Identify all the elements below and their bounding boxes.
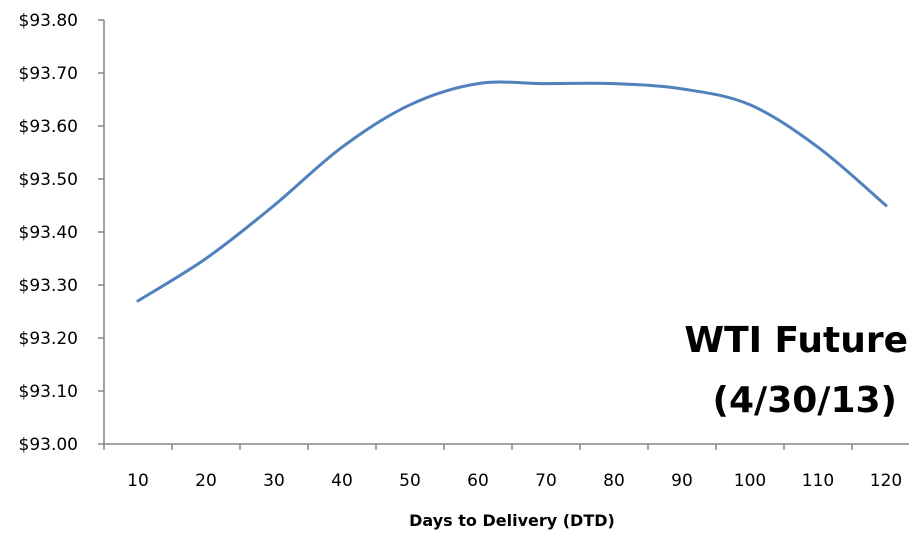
- series-point: [681, 87, 684, 90]
- x-tick-label: 40: [331, 471, 353, 491]
- series-point: [409, 103, 412, 106]
- series-point: [545, 82, 548, 85]
- y-tick-label: $93.70: [19, 64, 78, 84]
- y-tick-label: $93.80: [19, 11, 78, 31]
- x-tick-label: 90: [671, 471, 693, 491]
- series-point: [749, 103, 752, 106]
- series-point: [817, 146, 820, 149]
- series-point: [613, 82, 616, 85]
- series-point: [477, 82, 480, 85]
- y-tick-label: $93.50: [19, 170, 78, 190]
- series-point: [205, 257, 208, 260]
- y-tick-label: $93.40: [19, 223, 78, 243]
- x-tick-label: 20: [195, 471, 217, 491]
- series-layer: [136, 80, 888, 303]
- y-tick-label: $93.30: [19, 276, 78, 296]
- y-tick-label: $93.10: [19, 382, 78, 402]
- series-line-0: [136, 80, 888, 303]
- x-tick-label: 30: [263, 471, 285, 491]
- series-point: [137, 299, 140, 302]
- x-tick-label: 70: [535, 471, 557, 491]
- series-point: [273, 204, 276, 207]
- chart-annotation-line-1: WTI Future: [684, 320, 908, 361]
- x-tick-label: 100: [734, 471, 766, 491]
- y-tick-label: $93.20: [19, 329, 78, 349]
- y-tick-label: $93.00: [19, 435, 78, 455]
- series-point: [341, 146, 344, 149]
- series-point: [885, 204, 888, 207]
- chart-annotation-line-2: (4/30/13): [713, 380, 897, 421]
- y-tick-label: $93.60: [19, 117, 78, 137]
- x-tick-label: 120: [870, 471, 902, 491]
- y-axis-ticks: $93.00 $93.10 $93.20 $93.30 $93.40 $93.50 $93.…: [19, 11, 104, 455]
- x-tick-label: 10: [127, 471, 149, 491]
- x-tick-label: 110: [802, 471, 834, 491]
- x-axis-ticks: 10 20 30 40 50 60 70 80 90 100 110 120: [103, 444, 902, 491]
- x-tick-label: 80: [603, 471, 625, 491]
- x-axis-title: Days to Delivery (DTD): [409, 511, 615, 530]
- x-tick-label: 60: [467, 471, 489, 491]
- x-tick-label: 50: [399, 471, 421, 491]
